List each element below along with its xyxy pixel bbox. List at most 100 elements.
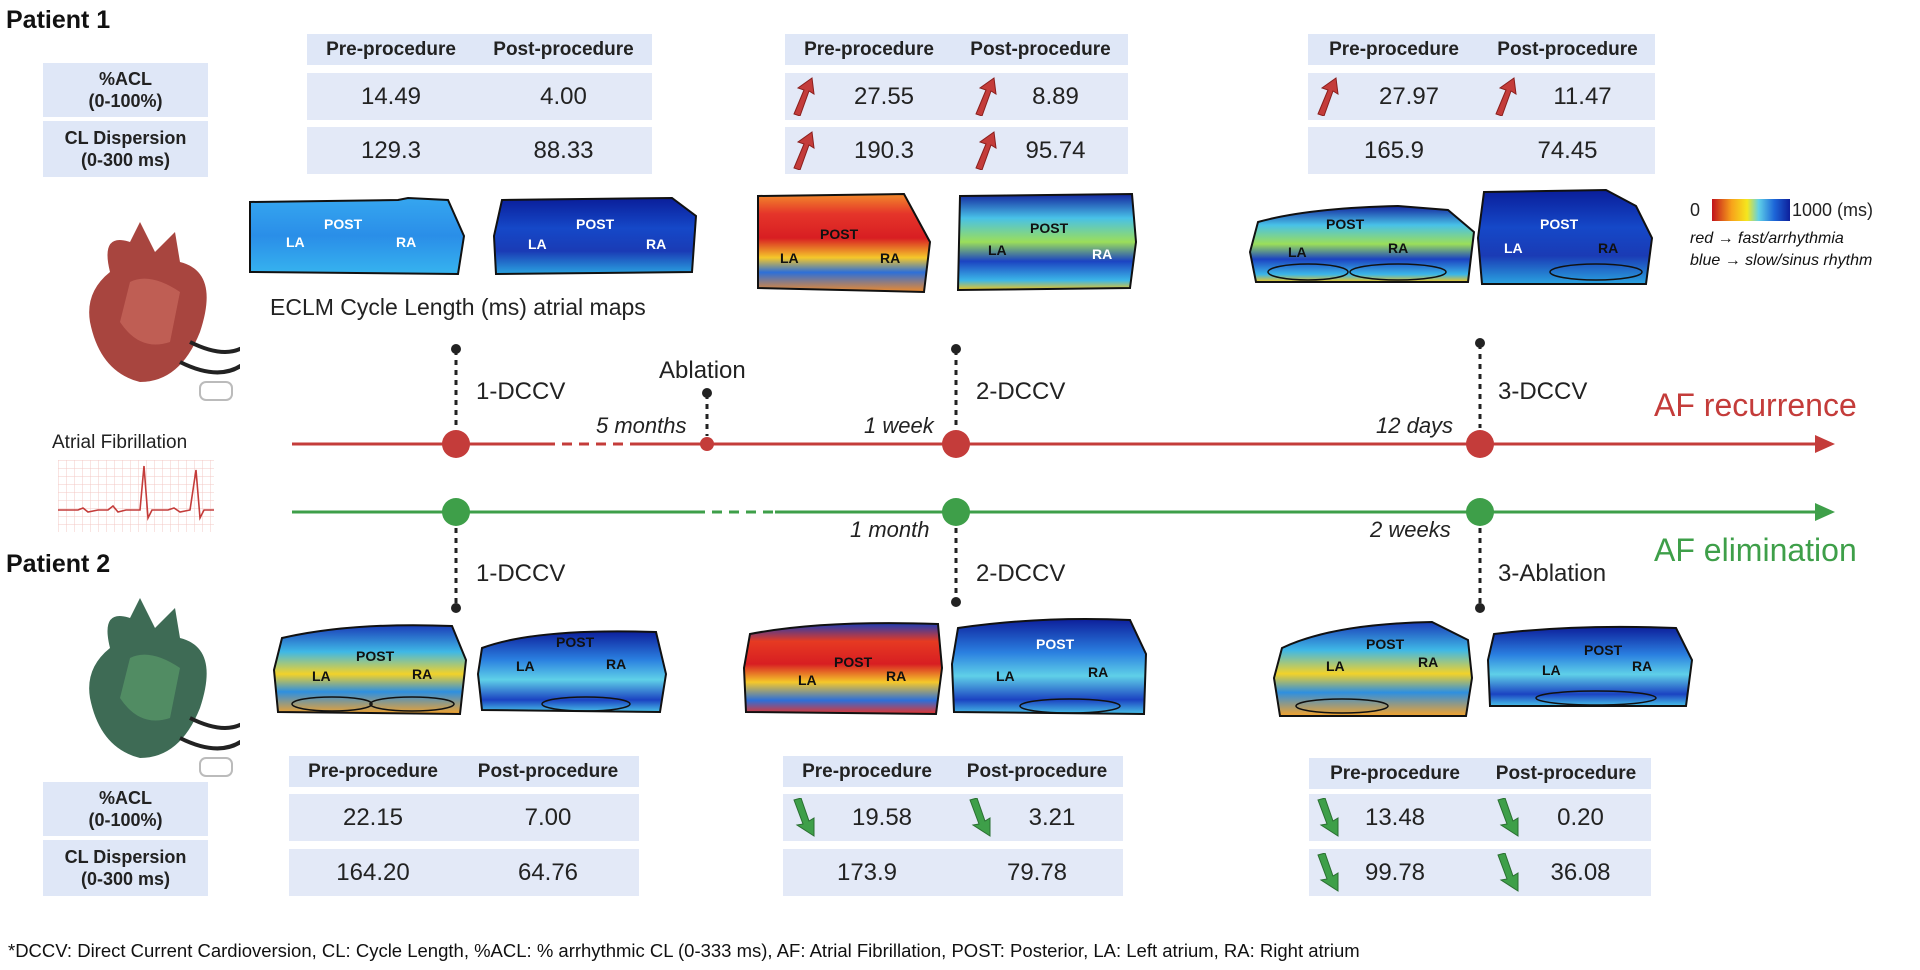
table-row xyxy=(307,127,652,174)
table-row xyxy=(785,127,1128,174)
map-label-ra: RA xyxy=(646,236,667,252)
legend-max: 1000 (ms) xyxy=(1792,200,1874,220)
map-label-la: LA xyxy=(988,242,1007,258)
p1-interval-2: 1 week xyxy=(864,413,934,438)
table-row xyxy=(1308,73,1655,120)
map-label-la: LA xyxy=(1504,240,1523,256)
cl-pre-value: 173.9 xyxy=(836,858,898,886)
outcome-af-recurrence: AF recurrence xyxy=(1654,387,1857,423)
post-procedure-header: Post-procedure xyxy=(953,34,1128,65)
patient2-title: Patient 2 xyxy=(6,550,111,578)
p1-event-1: 1-DCCV xyxy=(476,378,566,405)
acl-post-value: 7.00 xyxy=(524,803,572,831)
decrease-arrow-icon xyxy=(790,798,818,838)
heart-icon xyxy=(89,222,240,401)
post-procedure-header: Post-procedure xyxy=(1480,34,1655,65)
cl-pre-value: 165.9 xyxy=(1363,136,1425,164)
legend-min: 0 xyxy=(1690,200,1701,220)
map-label-ra: RA xyxy=(1092,246,1113,262)
decrease-arrow-icon xyxy=(1494,798,1522,838)
p1-interval-3: 12 days xyxy=(1376,413,1454,438)
map-label-post: POST xyxy=(1366,636,1405,652)
map-label-ra: RA xyxy=(1598,240,1619,256)
cl-post-value: 36.08 xyxy=(1550,858,1611,886)
decrease-arrow-icon xyxy=(1314,798,1342,838)
cl-pre-value: 164.20 xyxy=(336,858,410,886)
cl-pre-value: 129.3 xyxy=(360,136,422,164)
acl-post-value: 3.21 xyxy=(1028,803,1076,831)
map-label-post: POST xyxy=(324,216,363,232)
pre-procedure-header: Pre-procedure xyxy=(783,756,951,787)
ecg-label: Atrial Fibrillation xyxy=(52,432,188,453)
p2-acl-label: %ACL (0-100%) xyxy=(43,782,208,836)
acl-pre-value: 27.55 xyxy=(853,82,915,110)
acl-post-value: 11.47 xyxy=(1553,82,1612,110)
ecg-strip-icon xyxy=(58,460,214,532)
map-label-post: POST xyxy=(1540,216,1579,232)
acl-post-value: 0.20 xyxy=(1557,803,1604,831)
map-label-post: POST xyxy=(1030,220,1069,236)
p2-map-1-post xyxy=(476,624,668,716)
acl-pre-value: 14.49 xyxy=(360,82,422,110)
map-label-post: POST xyxy=(556,634,595,650)
map-label-ra: RA xyxy=(396,234,417,250)
p1-interval-1: 5 months xyxy=(596,413,687,438)
p2-event-3: 3-Ablation xyxy=(1498,560,1607,587)
p1-cl-label: CL Dispersion (0-300 ms) xyxy=(43,121,208,177)
post-procedure-header: Post-procedure xyxy=(1481,758,1651,789)
map-label-post: POST xyxy=(1584,642,1623,658)
post-procedure-header: Post-procedure xyxy=(951,756,1123,787)
heart-icon xyxy=(89,598,240,777)
map-label-post: POST xyxy=(356,648,395,664)
p1-ablation-label: Ablation xyxy=(659,357,746,384)
map-label-la: LA xyxy=(780,250,799,266)
acl-pre-value: 27.97 xyxy=(1378,82,1440,110)
p2-map-3-post xyxy=(1486,620,1694,710)
acl-pre-value: 22.15 xyxy=(342,803,404,831)
cl-pre-value: 99.78 xyxy=(1364,858,1426,886)
p1-map-2-post xyxy=(954,192,1138,292)
map-label-post: POST xyxy=(1326,216,1365,232)
map-label-post: POST xyxy=(834,654,873,670)
table-row xyxy=(307,73,652,120)
decrease-arrow-icon xyxy=(1494,853,1522,893)
map-label-ra: RA xyxy=(412,666,433,682)
map-label-post: POST xyxy=(820,226,859,242)
legend-note-blue: blue → slow/sinus rhythm xyxy=(1690,252,1873,269)
p2-event-2: 2-DCCV xyxy=(976,560,1066,587)
cl-pre-value: 190.3 xyxy=(853,136,915,164)
map-label-la: LA xyxy=(1326,658,1345,674)
table-row xyxy=(289,849,639,896)
map-label-ra: RA xyxy=(1418,654,1439,670)
table-row xyxy=(785,73,1128,120)
p2-map-2-pre xyxy=(742,618,944,718)
acl-pre-value: 13.48 xyxy=(1364,803,1426,831)
cl-post-value: 79.78 xyxy=(1006,858,1068,886)
patient1-title: Patient 1 xyxy=(6,6,111,34)
decrease-arrow-icon xyxy=(1314,853,1342,893)
p1-event-2: 2-DCCV xyxy=(976,378,1066,405)
colorscale-legend xyxy=(1712,199,1790,221)
acl-pre-value: 19.58 xyxy=(851,803,913,831)
p2-map-1-pre xyxy=(272,620,468,718)
map-label-la: LA xyxy=(528,236,547,252)
p2-map-2-post xyxy=(950,614,1150,718)
acl-post-value: 8.89 xyxy=(1032,82,1079,110)
p1-map-3-post xyxy=(1476,188,1654,288)
map-label-la: LA xyxy=(996,668,1015,684)
map-label-ra: RA xyxy=(886,668,907,684)
legend-note-red: red → fast/arrhythmia xyxy=(1690,230,1844,247)
table-row xyxy=(1309,849,1651,896)
map-label-ra: RA xyxy=(1632,658,1653,674)
map-label-post: POST xyxy=(1036,636,1075,652)
table-row xyxy=(289,794,639,841)
pre-procedure-header: Pre-procedure xyxy=(785,34,953,65)
pre-procedure-header: Pre-procedure xyxy=(1309,758,1481,789)
map-label-ra: RA xyxy=(880,250,901,266)
p1-map-1-pre xyxy=(248,196,466,276)
p1-map-1-post xyxy=(492,196,698,276)
footnote: *DCCV: Direct Current Cardioversion, CL:… xyxy=(8,940,1360,961)
map-label-la: LA xyxy=(286,234,305,250)
p2-cl-label: CL Dispersion (0-300 ms) xyxy=(43,840,208,896)
